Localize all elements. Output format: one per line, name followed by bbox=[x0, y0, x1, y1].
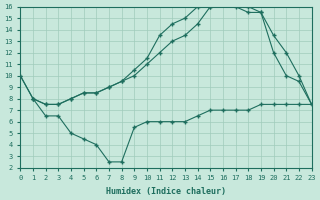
X-axis label: Humidex (Indice chaleur): Humidex (Indice chaleur) bbox=[106, 187, 226, 196]
